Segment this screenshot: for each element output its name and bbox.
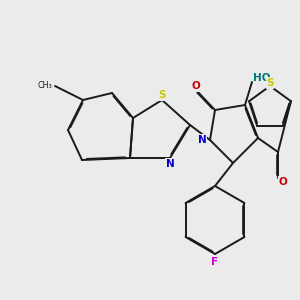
Text: O: O (192, 81, 200, 91)
Text: O: O (279, 177, 287, 187)
Text: HO: HO (253, 73, 271, 83)
Text: N: N (198, 135, 206, 145)
Text: S: S (158, 90, 166, 100)
Text: F: F (212, 257, 219, 267)
Text: S: S (266, 78, 274, 88)
Text: N: N (166, 159, 174, 169)
Text: CH₃: CH₃ (37, 80, 52, 89)
